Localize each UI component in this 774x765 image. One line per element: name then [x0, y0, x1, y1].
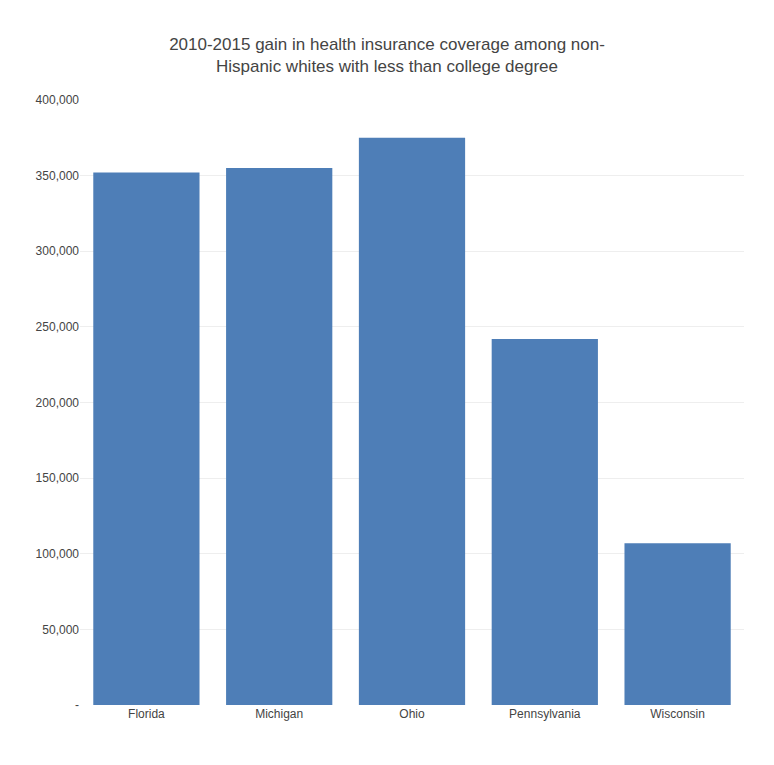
svg-text:300,000: 300,000	[36, 244, 80, 258]
svg-text:150,000: 150,000	[36, 471, 80, 485]
svg-text:Florida: Florida	[128, 707, 165, 721]
svg-text:Ohio: Ohio	[399, 707, 425, 721]
svg-text:350,000: 350,000	[36, 169, 80, 183]
svg-text:Wisconsin: Wisconsin	[650, 707, 705, 721]
svg-text:50,000: 50,000	[42, 623, 79, 637]
svg-text:400,000: 400,000	[36, 93, 80, 107]
svg-text:100,000: 100,000	[36, 547, 80, 561]
svg-text:200,000: 200,000	[36, 396, 80, 410]
svg-text:Michigan: Michigan	[255, 707, 303, 721]
svg-text:Pennsylvania: Pennsylvania	[509, 707, 581, 721]
svg-text:-: -	[75, 698, 79, 712]
svg-text:250,000: 250,000	[36, 320, 80, 334]
svg-text:2010-2015 gain in health insur: 2010-2015 gain in health insurance cover…	[169, 35, 605, 76]
